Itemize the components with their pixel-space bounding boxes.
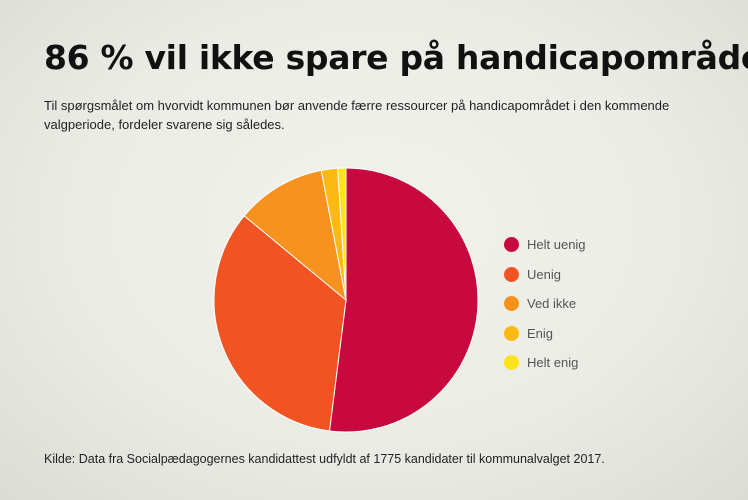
legend-label: Helt uenig bbox=[527, 237, 586, 253]
legend-swatch bbox=[504, 325, 519, 341]
legend-label: Uenig bbox=[527, 266, 561, 282]
legend-swatch bbox=[504, 355, 519, 371]
pie-slice-ved-ikke[interactable] bbox=[243, 169, 347, 302]
chart-subtitle: Til spørgsmålet om hvorvidt kommunen bør… bbox=[44, 98, 670, 132]
legend-item-ved-ikke[interactable]: Ved ikke bbox=[504, 289, 586, 319]
chart-title: 86 % vil ikke spare på handicapområdet bbox=[44, 38, 748, 77]
legend-swatch bbox=[504, 237, 519, 253]
legend-label: Helt enig bbox=[527, 355, 579, 371]
legend-item-helt-enig[interactable]: Helt enig bbox=[504, 348, 586, 378]
legend-item-helt-uenig[interactable]: Helt uenig bbox=[504, 230, 586, 260]
pie-slice-helt-uenig[interactable] bbox=[328, 167, 479, 433]
legend-item-uenig[interactable]: Uenig bbox=[504, 260, 586, 290]
legend-label: Enig bbox=[527, 325, 554, 341]
legend-swatch bbox=[504, 266, 519, 282]
pie-slice-helt-enig[interactable] bbox=[337, 167, 347, 301]
legend-label: Ved ikke bbox=[527, 296, 577, 312]
source-note: Kilde: Data fra Socialpædagogernes kandi… bbox=[44, 452, 605, 466]
pie-slice-uenig[interactable] bbox=[213, 215, 347, 432]
legend-item-enig[interactable]: Enig bbox=[504, 319, 586, 349]
chart-legend: Helt uenig Uenig Ved ikke Enig Helt enig bbox=[504, 230, 586, 378]
legend-swatch bbox=[504, 296, 519, 312]
